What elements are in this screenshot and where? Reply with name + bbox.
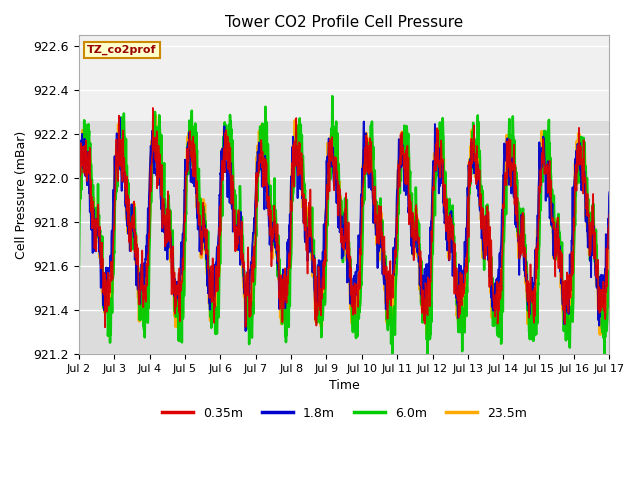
Legend: 0.35m, 1.8m, 6.0m, 23.5m: 0.35m, 1.8m, 6.0m, 23.5m — [157, 402, 532, 425]
23.5m — [116, 123, 124, 129]
Line: 6.0m: 6.0m — [79, 96, 609, 356]
Line: 1.8m: 1.8m — [79, 118, 609, 331]
1.8m — [321, 214, 329, 220]
6.0m — [116, 133, 124, 139]
0.35m — [149, 105, 157, 111]
Line: 0.35m: 0.35m — [79, 108, 609, 327]
1.8m — [312, 289, 319, 295]
23.5m — [596, 331, 604, 337]
6.0m — [75, 266, 83, 272]
0.35m — [321, 247, 329, 253]
X-axis label: Time: Time — [329, 379, 360, 392]
6.0m — [311, 264, 319, 270]
23.5m — [378, 228, 385, 233]
6.0m — [138, 302, 145, 308]
1.8m — [138, 266, 146, 272]
0.35m — [75, 201, 83, 207]
23.5m — [75, 212, 83, 217]
6.0m — [321, 291, 328, 297]
Line: 23.5m: 23.5m — [79, 116, 609, 334]
23.5m — [605, 225, 613, 230]
0.35m — [138, 287, 146, 292]
6.0m — [605, 270, 613, 276]
6.0m — [388, 353, 396, 359]
1.8m — [116, 115, 124, 120]
0.35m — [101, 324, 109, 330]
1.8m — [242, 328, 250, 334]
6.0m — [300, 186, 308, 192]
1.8m — [378, 234, 385, 240]
23.5m — [321, 266, 329, 272]
Bar — [79, 36, 609, 121]
6.0m — [378, 216, 385, 222]
23.5m — [152, 113, 159, 119]
0.35m — [378, 233, 385, 239]
0.35m — [301, 225, 308, 230]
Text: TZ_co2prof: TZ_co2prof — [87, 45, 156, 55]
1.8m — [301, 234, 308, 240]
23.5m — [312, 300, 319, 306]
1.8m — [605, 189, 613, 194]
23.5m — [301, 197, 308, 203]
6.0m — [328, 93, 336, 99]
23.5m — [138, 285, 145, 290]
1.8m — [116, 166, 124, 172]
0.35m — [116, 163, 124, 169]
0.35m — [312, 274, 319, 279]
Title: Tower CO2 Profile Cell Pressure: Tower CO2 Profile Cell Pressure — [225, 15, 463, 30]
0.35m — [605, 211, 613, 217]
1.8m — [75, 169, 83, 175]
Y-axis label: Cell Pressure (mBar): Cell Pressure (mBar) — [15, 131, 28, 259]
